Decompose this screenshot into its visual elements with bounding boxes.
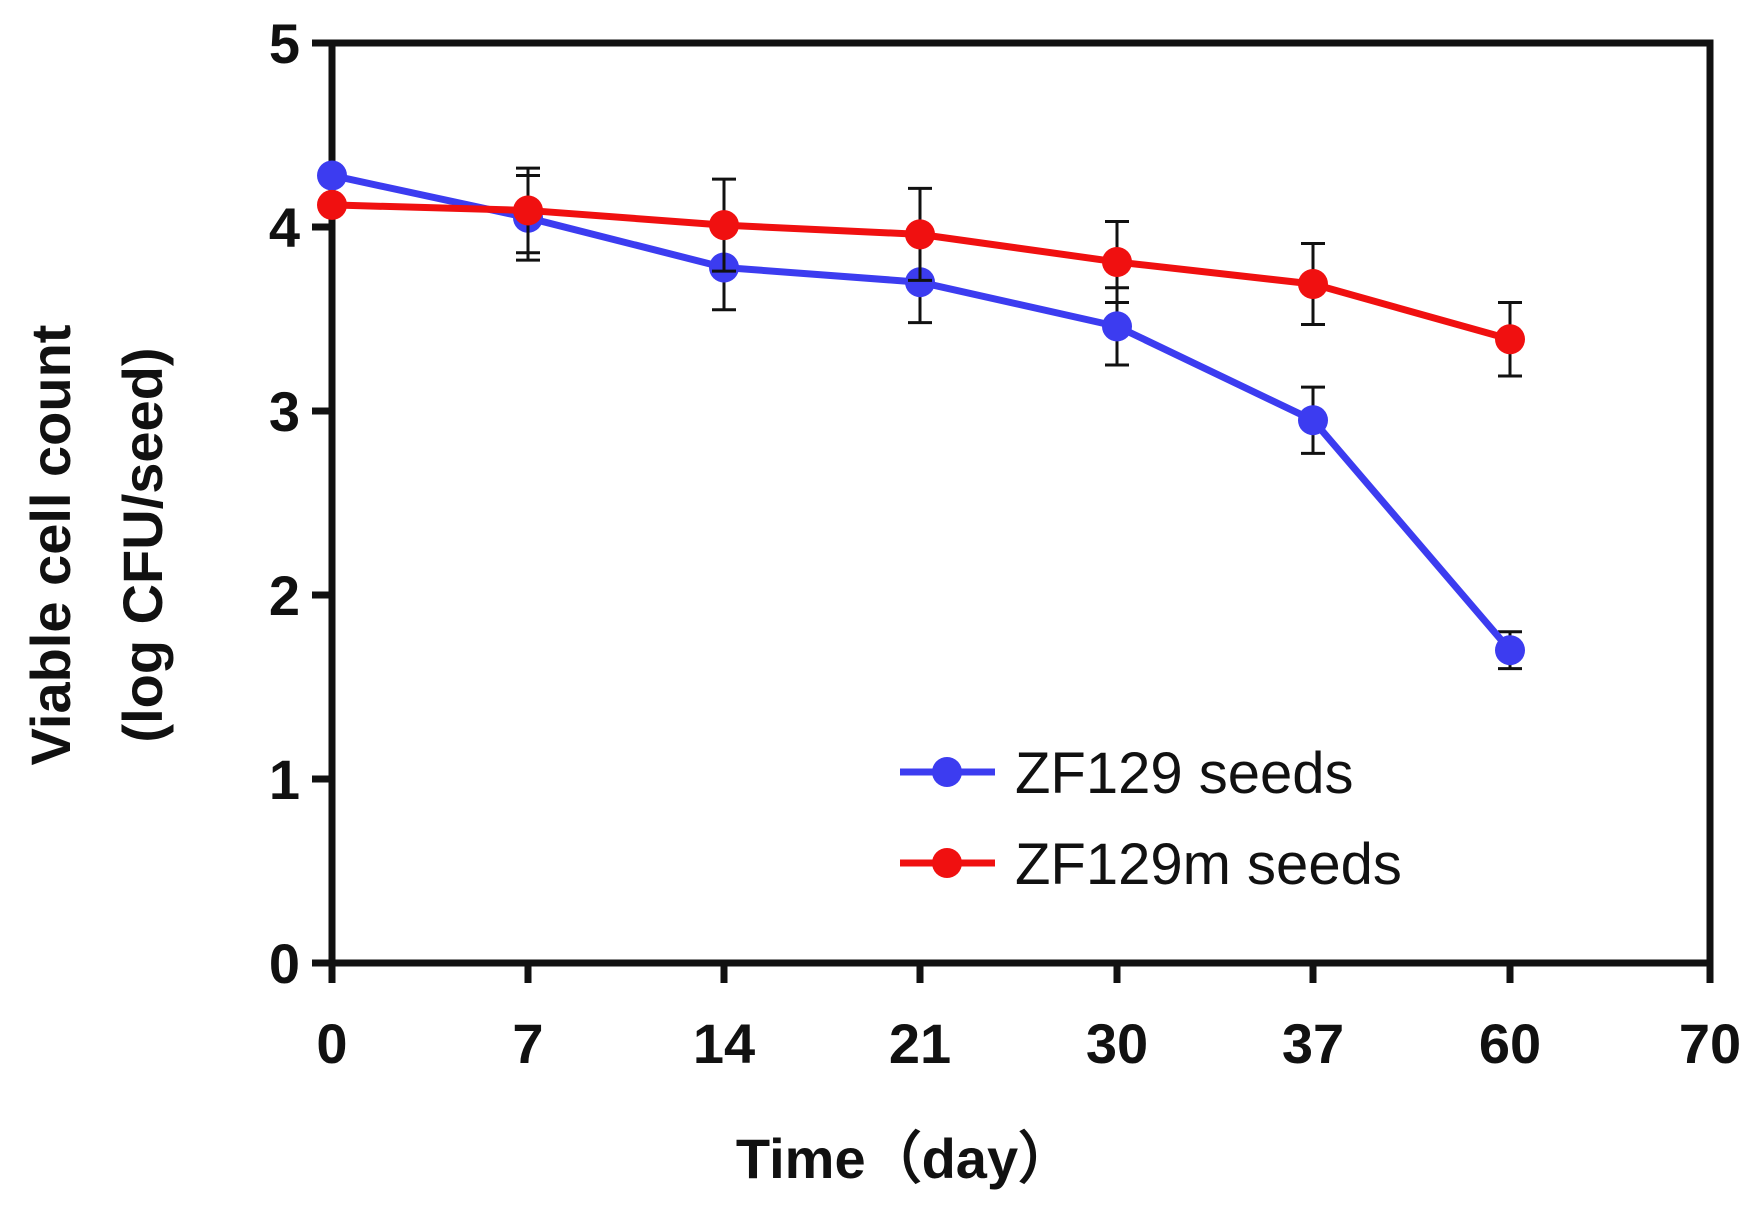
x-tick-label: 21 bbox=[889, 1012, 951, 1075]
data-point bbox=[1495, 324, 1525, 355]
x-tick-label: 7 bbox=[512, 1012, 543, 1075]
x-tick-label: 14 bbox=[693, 1012, 755, 1075]
y-tick-label: 1 bbox=[269, 748, 300, 811]
y-axis-title-line-1: Viable cell count bbox=[19, 325, 82, 766]
y-tick-label: 0 bbox=[269, 932, 300, 995]
data-point bbox=[513, 195, 543, 226]
data-point bbox=[905, 219, 935, 250]
x-tick-label: 0 bbox=[316, 1012, 347, 1075]
legend-label-zf129: ZF129 seeds bbox=[1015, 741, 1354, 806]
x-axis-ticks: 0 7 14 21 30 37 60 70 bbox=[316, 963, 1741, 1075]
data-point bbox=[905, 267, 935, 298]
y-axis-title: Viable cell count (log CFU/seed) bbox=[19, 325, 174, 766]
x-tick-label: 30 bbox=[1086, 1012, 1148, 1075]
y-tick-label: 4 bbox=[269, 196, 300, 259]
x-tick-label: 70 bbox=[1679, 1012, 1741, 1075]
y-tick-label: 5 bbox=[269, 12, 300, 75]
data-point bbox=[317, 189, 347, 220]
series-zf129m bbox=[317, 166, 1525, 378]
legend-marker-zf129m bbox=[932, 848, 962, 878]
y-tick-label: 3 bbox=[269, 380, 300, 443]
legend-marker-zf129 bbox=[932, 757, 962, 787]
y-axis-ticks: 0 1 2 3 4 5 bbox=[269, 12, 332, 995]
plot-area-border bbox=[328, 39, 1714, 967]
plot-frame bbox=[328, 39, 1714, 967]
data-point bbox=[1298, 405, 1328, 436]
y-axis-title-line-2: (log CFU/seed) bbox=[111, 347, 174, 742]
y-tick-label: 2 bbox=[269, 564, 300, 627]
data-point bbox=[1298, 269, 1328, 300]
legend-label-zf129m: ZF129m seeds bbox=[1015, 832, 1402, 897]
data-point bbox=[1102, 246, 1132, 277]
data-point bbox=[709, 210, 739, 241]
x-axis-title: Time（day） bbox=[736, 1127, 1074, 1190]
x-tick-label: 37 bbox=[1282, 1012, 1344, 1075]
x-tick-label: 60 bbox=[1479, 1012, 1541, 1075]
data-point bbox=[1102, 311, 1132, 342]
series-layer bbox=[317, 160, 1525, 671]
data-point bbox=[317, 160, 347, 191]
legend: ZF129 seeds ZF129m seeds bbox=[900, 741, 1402, 897]
data-point bbox=[1495, 635, 1525, 666]
